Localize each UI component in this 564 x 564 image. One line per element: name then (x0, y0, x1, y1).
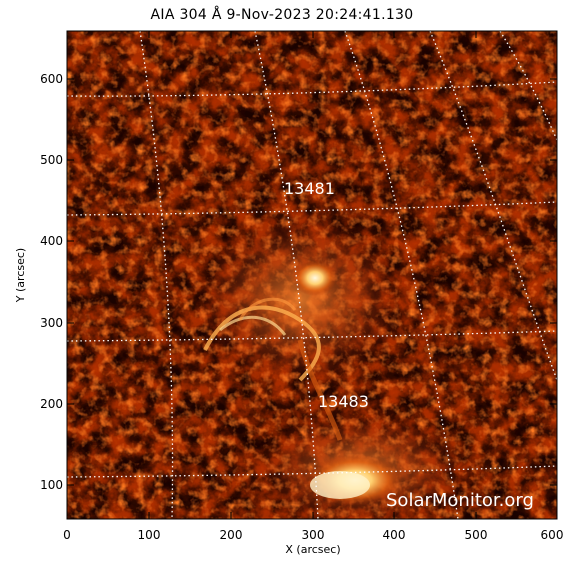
x-tick-label: 200 (220, 528, 243, 542)
x-tick-label: 0 (63, 528, 71, 542)
x-tick-label: 400 (383, 528, 406, 542)
watermark-credit: SolarMonitor.org (386, 490, 534, 511)
x-tick-label: 300 (302, 528, 325, 542)
y-tick-labels: 100 200 300 400 500 600 (40, 72, 63, 492)
x-tick-label: 100 (138, 528, 161, 542)
x-tick-labels: 0 100 200 300 400 500 600 (63, 528, 563, 542)
y-axis-label: Y (arcsec) (14, 248, 27, 303)
y-tick-label: 400 (40, 234, 63, 248)
y-tick-label: 100 (40, 478, 63, 492)
y-tick-label: 300 (40, 316, 63, 330)
heliographic-grid (67, 31, 557, 519)
active-region-label-13483: 13483 (318, 392, 369, 411)
active-region-label-13481: 13481 (284, 179, 335, 198)
plot-frame (66, 30, 558, 520)
x-axis-label: X (arcsec) (285, 543, 340, 556)
y-tick-label: 200 (40, 397, 63, 411)
y-tick-label: 600 (40, 72, 63, 86)
image-title: AIA 304 Å 9-Nov-2023 20:24:41.130 (150, 7, 414, 23)
aia-304-solar-image (67, 31, 557, 519)
x-tick-label: 500 (465, 528, 488, 542)
y-tick-label: 500 (40, 153, 63, 167)
x-axis-ticks (66, 31, 558, 519)
x-tick-label: 600 (541, 528, 564, 542)
y-axis-ticks (67, 78, 557, 486)
